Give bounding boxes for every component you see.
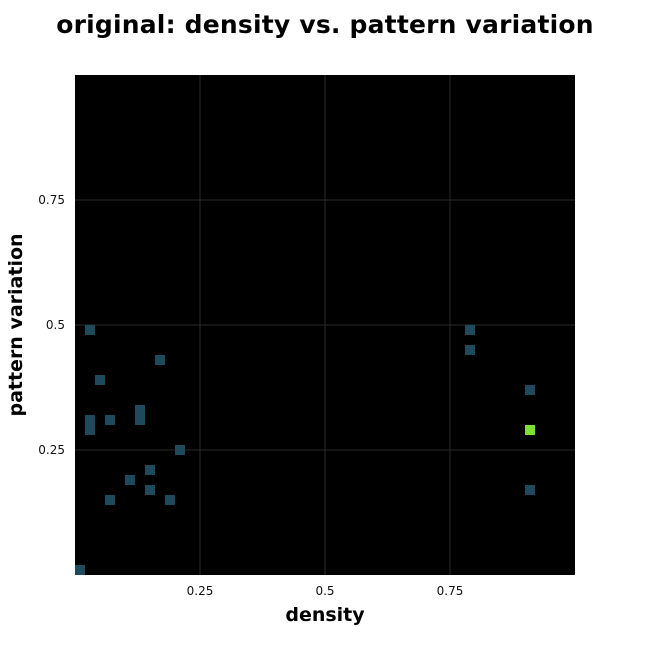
heatmap-cell [105,495,115,505]
heatmap-cell [155,355,165,365]
heatmap-cell [465,325,475,335]
heatmap-cell [85,325,95,335]
y-axis-label: pattern variation [5,233,27,416]
heatmap-cell [125,475,135,485]
heatmap-cell [75,565,85,575]
grid-lines [75,75,575,575]
heatmap-cell [525,385,535,395]
x-tick-label: 0.25 [187,584,214,598]
tick-labels: 0.25 0.5 0.75 0.25 0.5 0.75 [38,193,463,598]
heatmap-cell [135,415,145,425]
heatmap-cell [145,485,155,495]
heatmap-cell [175,445,185,455]
heatmap-cell [105,415,115,425]
x-tick-label: 0.75 [437,584,464,598]
y-tick-label: 0.25 [38,443,65,457]
heatmap-cell [465,345,475,355]
y-tick-label: 0.75 [38,193,65,207]
x-tick-label: 0.5 [315,584,334,598]
y-tick-label: 0.5 [46,318,65,332]
heatmap-cell [95,375,105,385]
heatmap-cell [525,485,535,495]
heatmap-cell [145,465,155,475]
chart-title: original: density vs. pattern variation [56,10,594,39]
heatmap-cells [75,325,535,575]
heatmap-cell [165,495,175,505]
heatmap-cell [525,425,535,435]
x-axis-label: density [285,604,365,626]
heatmap-cell [85,425,95,435]
